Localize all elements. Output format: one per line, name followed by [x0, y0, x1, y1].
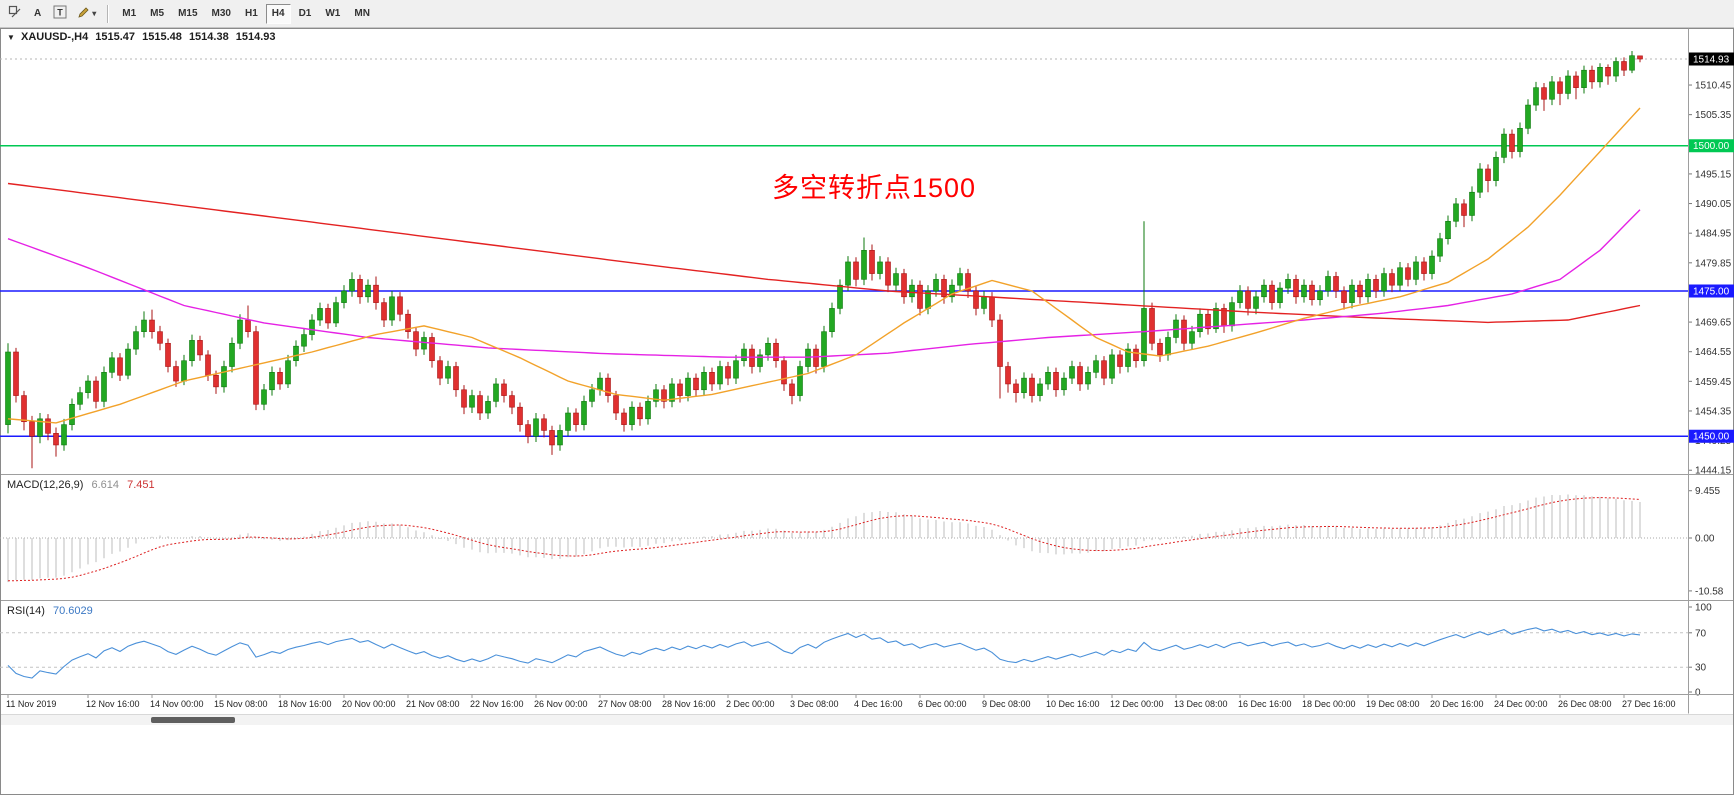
svg-text:30: 30: [1695, 663, 1707, 674]
svg-text:15 Nov 08:00: 15 Nov 08:00: [214, 699, 268, 709]
scrollbar-thumb[interactable]: [151, 717, 235, 723]
timeframe-h4-button[interactable]: H4: [265, 3, 291, 24]
text-tool-button[interactable]: A: [34, 8, 42, 19]
horizontal-scrollbar[interactable]: [1, 714, 1733, 725]
svg-text:1459.45: 1459.45: [1695, 377, 1732, 388]
svg-text:2 Dec 00:00: 2 Dec 00:00: [726, 699, 775, 709]
svg-text:1484.95: 1484.95: [1695, 229, 1732, 240]
timeframe-button-group: M1 M5 M15 M30 H1 H4 D1 W1 MN: [115, 3, 377, 24]
svg-text:26 Nov 00:00: 26 Nov 00:00: [534, 699, 588, 709]
svg-text:4 Dec 16:00: 4 Dec 16:00: [854, 699, 903, 709]
candles-layer: [5, 51, 1643, 469]
svg-text:20 Dec 16:00: 20 Dec 16:00: [1430, 699, 1484, 709]
svg-text:12 Dec 00:00: 12 Dec 00:00: [1110, 699, 1164, 709]
svg-text:0: 0: [1695, 688, 1701, 699]
chevron-down-icon: ▾: [92, 9, 97, 18]
svg-text:14 Nov 00:00: 14 Nov 00:00: [150, 699, 204, 709]
timeframe-m5-button[interactable]: M5: [150, 8, 165, 19]
svg-text:6 Dec 00:00: 6 Dec 00:00: [918, 699, 967, 709]
svg-text:3 Dec 08:00: 3 Dec 08:00: [790, 699, 839, 709]
timeframe-h1-button[interactable]: H1: [244, 8, 258, 19]
shapes-tool-button[interactable]: [4, 4, 26, 24]
ma-medium-line[interactable]: [7, 209, 1641, 358]
svg-text:1469.65: 1469.65: [1695, 318, 1732, 329]
pencil-icon: [77, 6, 90, 22]
svg-text:27 Nov 08:00: 27 Nov 08:00: [598, 699, 652, 709]
svg-text:100: 100: [1695, 603, 1712, 614]
svg-text:24 Dec 00:00: 24 Dec 00:00: [1494, 699, 1548, 709]
rsi-line: [7, 627, 1641, 679]
timeframe-mn-button[interactable]: MN: [354, 8, 370, 19]
svg-text:12 Nov 16:00: 12 Nov 16:00: [86, 699, 140, 709]
svg-text:18 Nov 16:00: 18 Nov 16:00: [278, 699, 332, 709]
svg-text:T: T: [57, 8, 63, 18]
svg-text:1464.55: 1464.55: [1695, 347, 1732, 358]
macd-histogram: [7, 494, 1641, 583]
svg-text:22 Nov 16:00: 22 Nov 16:00: [470, 699, 524, 709]
pane-separators[interactable]: [1, 28, 1733, 714]
time-axis[interactable]: 11 Nov 2019 12 Nov 16:00 14 Nov 00:00 15 No…: [6, 695, 1676, 709]
hline-price-label: 1475.00: [1689, 284, 1734, 298]
current-price-label: 1514.93: [1689, 52, 1734, 66]
timeframe-d1-button[interactable]: D1: [298, 8, 312, 19]
timeframe-w1-button[interactable]: W1: [325, 8, 341, 19]
svg-text:13 Dec 08:00: 13 Dec 08:00: [1174, 699, 1228, 709]
svg-text:9 Dec 08:00: 9 Dec 08:00: [982, 699, 1031, 709]
svg-text:20 Nov 00:00: 20 Nov 00:00: [342, 699, 396, 709]
svg-text:1510.45: 1510.45: [1695, 81, 1732, 92]
chart-window-frame: [0, 28, 1734, 795]
svg-text:1505.35: 1505.35: [1695, 110, 1732, 121]
svg-text:1495.15: 1495.15: [1695, 169, 1732, 180]
svg-text:27 Dec 16:00: 27 Dec 16:00: [1622, 699, 1676, 709]
toolbar: A T ▾ M1 M5 M15 M30 H1 H4 D1 W1 MN: [0, 0, 1734, 28]
hline-price-label: 1450.00: [1689, 429, 1734, 443]
timeframe-m15-button[interactable]: M15: [178, 8, 198, 19]
timeframe-m30-button[interactable]: M30: [211, 8, 231, 19]
svg-text:70: 70: [1695, 628, 1707, 639]
svg-text:21 Nov 08:00: 21 Nov 08:00: [406, 699, 460, 709]
svg-text:10 Dec 16:00: 10 Dec 16:00: [1046, 699, 1100, 709]
svg-text:1479.85: 1479.85: [1695, 258, 1732, 269]
svg-text:16 Dec 16:00: 16 Dec 16:00: [1238, 699, 1292, 709]
svg-text:1450.00: 1450.00: [1693, 432, 1730, 443]
svg-text:0.00: 0.00: [1695, 534, 1715, 545]
text-label-icon: T: [53, 5, 67, 22]
svg-text:11 Nov 2019: 11 Nov 2019: [6, 699, 56, 709]
toolbar-separator: [107, 4, 110, 23]
svg-text:1500.00: 1500.00: [1693, 141, 1730, 152]
svg-text:18 Dec 00:00: 18 Dec 00:00: [1302, 699, 1356, 709]
text-label-tool-button[interactable]: T: [49, 4, 71, 24]
svg-text:9.455: 9.455: [1695, 486, 1720, 497]
svg-text:-10.58: -10.58: [1695, 586, 1724, 597]
svg-text:19 Dec 08:00: 19 Dec 08:00: [1366, 699, 1420, 709]
hline-price-label: 1500.00: [1689, 139, 1734, 153]
shapes-icon: [8, 5, 22, 22]
macd-signal-line: [7, 497, 1641, 582]
svg-text:1444.15: 1444.15: [1695, 466, 1732, 477]
ma-fast-line[interactable]: [7, 107, 1641, 424]
svg-text:26 Dec 08:00: 26 Dec 08:00: [1558, 699, 1612, 709]
timeframe-m1-button[interactable]: M1: [122, 8, 137, 19]
svg-text:1490.05: 1490.05: [1695, 199, 1732, 210]
ma-slow-line[interactable]: [7, 182, 1641, 324]
svg-text:1514.93: 1514.93: [1693, 55, 1730, 66]
svg-text:1454.35: 1454.35: [1695, 406, 1732, 417]
svg-text:28 Nov 16:00: 28 Nov 16:00: [662, 699, 716, 709]
svg-text:1475.00: 1475.00: [1693, 286, 1730, 297]
horizontal-lines-layer[interactable]: [0, 145, 1688, 437]
draw-objects-dropdown-button[interactable]: ▾: [73, 4, 100, 24]
